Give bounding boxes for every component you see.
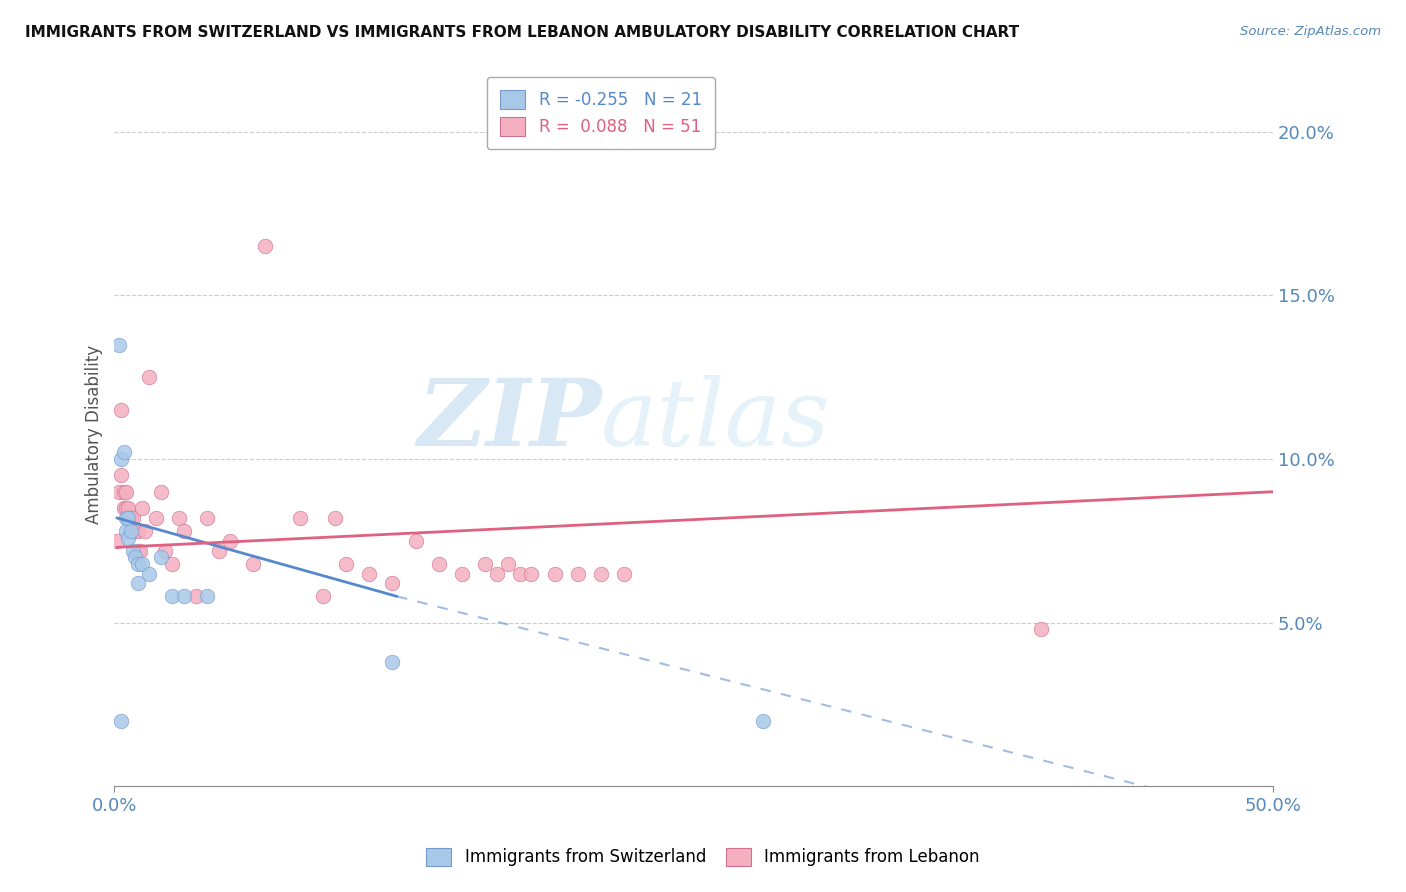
Point <box>381 576 404 591</box>
Text: ZIP: ZIP <box>416 376 600 466</box>
Point <box>451 566 474 581</box>
Point <box>162 557 184 571</box>
Point <box>127 576 149 591</box>
Point <box>184 590 207 604</box>
Text: atlas: atlas <box>600 376 831 466</box>
Point <box>173 524 195 538</box>
Point <box>474 557 496 571</box>
Point <box>120 524 142 538</box>
Point <box>589 566 612 581</box>
Point <box>120 511 142 525</box>
Point <box>381 655 404 669</box>
Point <box>543 566 565 581</box>
Point <box>112 501 135 516</box>
Point <box>195 511 218 525</box>
Point <box>312 590 335 604</box>
Point <box>105 533 128 548</box>
Point <box>149 550 172 565</box>
Point <box>169 511 191 525</box>
Text: IMMIGRANTS FROM SWITZERLAND VS IMMIGRANTS FROM LEBANON AMBULATORY DISABILITY COR: IMMIGRANTS FROM SWITZERLAND VS IMMIGRANT… <box>25 25 1019 40</box>
Point <box>405 533 427 548</box>
Point <box>110 468 132 483</box>
Point <box>131 501 153 516</box>
Point <box>122 511 145 525</box>
Point <box>110 714 132 728</box>
Point <box>134 524 156 538</box>
Point <box>195 590 218 604</box>
Point <box>124 550 146 565</box>
Point <box>155 543 177 558</box>
Point <box>127 557 149 571</box>
Point <box>122 543 145 558</box>
Point <box>108 337 131 351</box>
Point <box>115 484 138 499</box>
Point <box>138 370 160 384</box>
Point <box>173 590 195 604</box>
Point <box>219 533 242 548</box>
Point <box>1031 622 1053 636</box>
Point <box>752 714 775 728</box>
Point <box>115 524 138 538</box>
Point <box>323 511 346 525</box>
Point <box>208 543 231 558</box>
Point <box>127 543 149 558</box>
Point <box>110 403 132 417</box>
Point <box>335 557 357 571</box>
Point <box>288 511 311 525</box>
Point <box>117 511 139 525</box>
Point <box>149 484 172 499</box>
Point <box>127 524 149 538</box>
Point <box>115 501 138 516</box>
Text: Source: ZipAtlas.com: Source: ZipAtlas.com <box>1240 25 1381 38</box>
Legend: Immigrants from Switzerland, Immigrants from Lebanon: Immigrants from Switzerland, Immigrants … <box>419 841 987 873</box>
Point <box>122 524 145 538</box>
Point <box>129 543 152 558</box>
Point <box>242 557 264 571</box>
Point <box>145 511 167 525</box>
Point <box>112 445 135 459</box>
Point <box>117 511 139 525</box>
Legend: R = -0.255   N = 21, R =  0.088   N = 51: R = -0.255 N = 21, R = 0.088 N = 51 <box>486 77 716 150</box>
Point <box>117 531 139 545</box>
Point <box>359 566 381 581</box>
Point <box>108 484 131 499</box>
Point <box>498 557 520 571</box>
Point <box>110 452 132 467</box>
Point <box>162 590 184 604</box>
Point <box>117 501 139 516</box>
Point <box>567 566 589 581</box>
Point <box>509 566 531 581</box>
Point <box>485 566 508 581</box>
Point <box>115 511 138 525</box>
Point <box>112 484 135 499</box>
Point <box>520 566 543 581</box>
Y-axis label: Ambulatory Disability: Ambulatory Disability <box>86 345 103 524</box>
Point <box>253 239 276 253</box>
Point <box>124 524 146 538</box>
Point <box>138 566 160 581</box>
Point <box>427 557 450 571</box>
Point <box>131 557 153 571</box>
Point <box>613 566 636 581</box>
